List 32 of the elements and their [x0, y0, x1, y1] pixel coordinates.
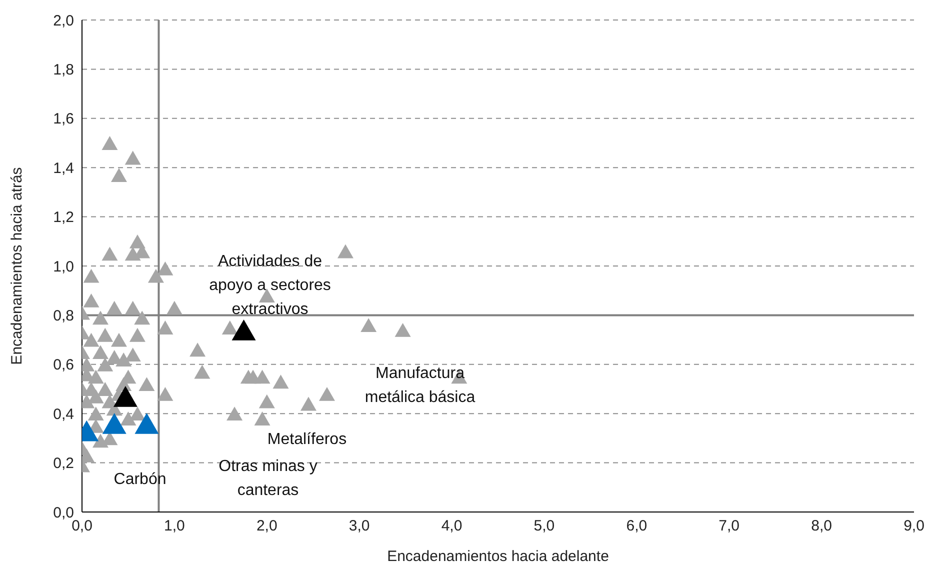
y-tick-label: 0,4	[53, 406, 74, 423]
x-tick-label: 0,0	[72, 518, 92, 535]
y-tick-label: 2,0	[53, 12, 74, 30]
y-tick-label: 0,8	[53, 308, 74, 325]
point	[113, 386, 138, 407]
y-tick-label: 1,8	[53, 62, 74, 79]
x-tick-label: 8,0	[811, 518, 832, 535]
x-tick-label: 9,0	[904, 518, 924, 535]
x-tick-label: 1,0	[164, 518, 185, 535]
point	[102, 413, 126, 434]
annotation: Otras minas y canteras	[218, 457, 318, 501]
annotation: Metalíferos	[267, 430, 347, 450]
y-tick-label: 1,2	[53, 209, 74, 226]
y-axis-title: Encadenamientos hacia atrás	[8, 167, 26, 365]
annotation: Carbón	[114, 470, 166, 490]
x-tick-label: 4,0	[441, 518, 462, 535]
x-tick-label: 2,0	[256, 518, 278, 535]
annotation: Manufactura metálica básica	[364, 364, 476, 408]
y-tick-label: 0,2	[53, 455, 74, 472]
x-axis-title: Encadenamientos hacia adelante	[387, 548, 609, 565]
annotation: Actividades de apoyo a sectores extractivos	[209, 252, 331, 320]
y-tick-label: 0,6	[53, 356, 74, 374]
x-tick-label: 3,0	[348, 518, 370, 535]
point	[134, 413, 159, 434]
y-tick-label: 1,0	[53, 258, 74, 276]
x-tick-label: 7,0	[718, 518, 740, 535]
x-tick-label: 6,0	[626, 518, 648, 535]
point	[232, 320, 256, 340]
y-tick-label: 1,4	[53, 160, 74, 177]
y-tick-label: 0,0	[53, 504, 74, 522]
x-tick-label: 5,0	[534, 518, 555, 535]
y-tick-label: 1,6	[53, 110, 74, 128]
